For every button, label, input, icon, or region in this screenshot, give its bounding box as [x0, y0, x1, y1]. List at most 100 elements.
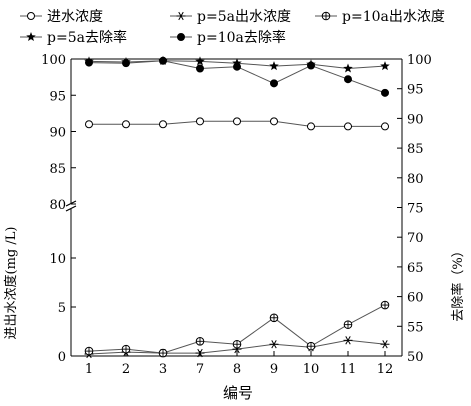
x-tick-label: 8 [233, 362, 241, 377]
series-1-point [381, 122, 389, 131]
series-5-point [85, 58, 93, 67]
series-1-point [196, 117, 204, 126]
y-right-tick-label: 70 [407, 231, 424, 246]
x-tick-label: 10 [303, 362, 320, 377]
legend-label: p=5a出水浓度 [197, 9, 291, 25]
legend-label: p=10a去除率 [197, 29, 286, 46]
series-4-point [343, 63, 353, 73]
y-right-tick-label: 85 [407, 142, 424, 157]
marker-shape [344, 75, 352, 84]
series-3-point [195, 337, 205, 346]
marker-shape [122, 120, 130, 129]
marker-shape [195, 56, 205, 66]
x-axis-label: 编号 [223, 384, 253, 402]
legend-label: p=10a出水浓度 [342, 9, 445, 25]
series-3-point [380, 300, 390, 310]
x-tick-label: 12 [377, 362, 394, 377]
series-1-point [307, 122, 315, 131]
series-3-point [232, 339, 242, 349]
series-2-point [343, 336, 353, 345]
marker-shape [85, 58, 93, 67]
marker-shape [177, 33, 185, 41]
legend-item: p=10a去除率 [170, 29, 286, 46]
marker-shape [343, 63, 353, 73]
legend-label: 进水浓度 [47, 9, 103, 25]
series-3-point [343, 320, 353, 329]
y-axis-label-right: 去除率（%） [450, 244, 466, 321]
marker-shape [307, 122, 315, 131]
marker-shape [27, 12, 35, 20]
y-left-tick-label: 0 [58, 350, 66, 365]
series-5-point [159, 56, 167, 65]
y-left-tick-label: 90 [49, 126, 66, 141]
y-axis-label-left: 进出水浓度(mg /L) [3, 227, 19, 340]
series-1-point [159, 120, 167, 129]
marker-shape [271, 340, 277, 349]
legend-marker [26, 32, 36, 42]
marker-shape [26, 32, 36, 42]
y-right-tick-label: 65 [407, 261, 424, 276]
marker-shape [344, 122, 352, 131]
marker-shape [196, 64, 204, 73]
series-3-point [84, 346, 94, 356]
marker-shape [159, 56, 167, 65]
x-tick-label: 11 [340, 362, 357, 377]
series-1-point [85, 120, 93, 129]
marker-shape [270, 79, 278, 88]
series-1-point [233, 117, 241, 126]
marker-shape [196, 117, 204, 126]
legend-marker [176, 11, 186, 21]
marker-shape [85, 120, 93, 129]
marker-shape [345, 336, 351, 345]
y-right-tick-label: 100 [407, 53, 432, 68]
series-5-point [381, 88, 389, 97]
y-left-tick-label: 95 [49, 89, 66, 104]
legend-item: p=10a出水浓度 [315, 9, 445, 25]
series-1-point [122, 120, 130, 129]
y-left-tick-label: 5 [58, 301, 66, 316]
y-right-tick-label: 50 [407, 350, 424, 365]
series-1-point [344, 122, 352, 131]
legend-marker [177, 33, 185, 41]
series-5-point [196, 64, 204, 73]
legend-label: p=5a去除率 [47, 29, 127, 46]
y-right-tick-label: 80 [407, 172, 424, 187]
legend: 进水浓度 p=5a出水浓度 p=10a出水浓度 p=5a去除率 p=10a去除率 [20, 9, 445, 46]
series-3-point [121, 344, 131, 354]
legend-item: p=5a出水浓度 [170, 9, 291, 25]
legend-item: 进水浓度 [20, 9, 103, 25]
legend-item: p=5a去除率 [20, 29, 127, 46]
y-right-tick-label: 90 [407, 112, 424, 127]
marker-shape [270, 117, 278, 126]
series-4-point [269, 61, 279, 71]
series-5-point [307, 61, 315, 70]
x-tick-label: 7 [196, 362, 204, 377]
marker-shape [307, 61, 315, 70]
series-3-point [306, 341, 316, 351]
series-2-point [269, 340, 279, 349]
series-4-point [232, 58, 242, 68]
marker-shape [178, 11, 184, 21]
y-right-tick-label: 60 [407, 291, 424, 306]
y-left-tick-label: 10 [49, 252, 66, 267]
marker-shape [159, 120, 167, 129]
marker-shape [197, 348, 203, 358]
marker-shape [380, 61, 390, 71]
legend-marker [27, 12, 35, 20]
x-tick-label: 1 [85, 362, 93, 377]
axis-break-mark [65, 205, 77, 212]
series-3-point [269, 313, 279, 323]
y-left-tick-label: 85 [49, 162, 66, 177]
y-right-tick-label: 75 [407, 202, 424, 217]
marker-shape [233, 62, 241, 71]
x-tick-label: 9 [270, 362, 278, 377]
series-4-point [195, 56, 205, 66]
marker-shape [122, 59, 130, 68]
series-2-point [380, 340, 390, 349]
y-right-tick-label: 95 [407, 83, 424, 98]
marker-shape [232, 58, 242, 68]
marker-shape [269, 61, 279, 71]
series-3-point [158, 348, 168, 358]
